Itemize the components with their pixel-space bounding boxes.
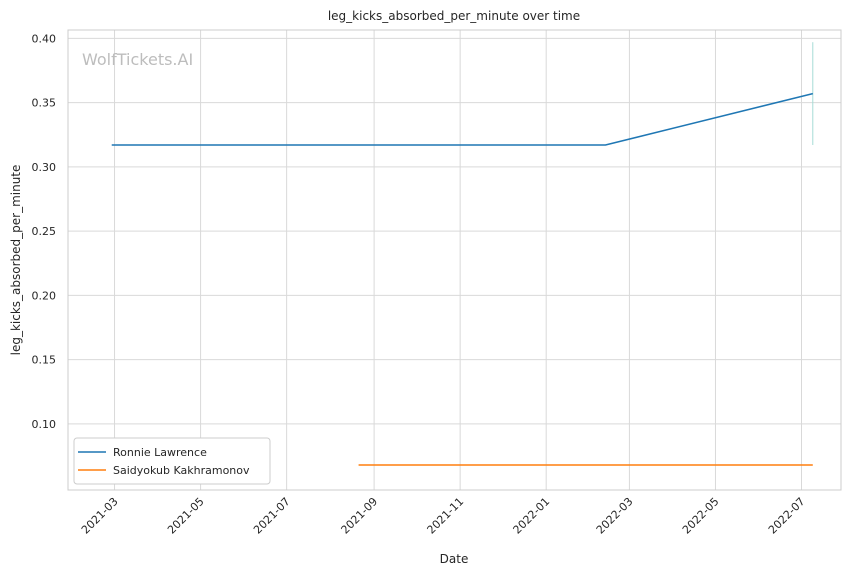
y-tick-label: 0.40 xyxy=(32,32,57,45)
x-tick-label: 2021-07 xyxy=(251,495,293,537)
y-tick-label: 0.20 xyxy=(32,289,57,302)
series-line-ronnie-lawrence xyxy=(111,92,813,146)
y-tick-label: 0.35 xyxy=(32,97,57,110)
series-layer xyxy=(111,42,814,466)
y-tick-label: 0.15 xyxy=(32,354,57,367)
x-tick-label: 2022-03 xyxy=(594,495,636,537)
y-axis-label: leg_kicks_absorbed_per_minute xyxy=(9,165,23,356)
x-tick-labels: 2021-03 2021-05 2021-07 2021-09 2021-11 2022-… xyxy=(79,495,808,537)
x-gridlines xyxy=(114,30,803,490)
x-tick-label: 2022-05 xyxy=(680,495,722,537)
y-gridlines xyxy=(68,37,841,425)
x-axis-label: Date xyxy=(440,552,469,566)
x-tick-label: 2022-01 xyxy=(511,495,553,537)
legend-box xyxy=(73,437,271,485)
plot-area xyxy=(68,30,841,490)
y-tick-label: 0.10 xyxy=(32,418,57,431)
chart-title: leg_kicks_absorbed_per_minute over time xyxy=(328,9,580,23)
x-tick-label: 2021-03 xyxy=(79,495,121,537)
y-tick-label: 0.25 xyxy=(32,225,57,238)
legend: Ronnie Lawrence Saidyokub Kakhramonov xyxy=(73,437,271,485)
y-tick-label: 0.30 xyxy=(32,161,57,174)
legend-label-saidyokub-kakhramonov: Saidyokub Kakhramonov xyxy=(113,464,250,477)
x-tick-label: 2021-11 xyxy=(425,495,467,537)
x-tick-label: 2022-07 xyxy=(766,495,808,537)
y-tick-labels: 0.10 0.15 0.20 0.25 0.30 0.35 0.40 xyxy=(32,32,57,430)
legend-label-ronnie-lawrence: Ronnie Lawrence xyxy=(113,446,207,459)
plot-frame xyxy=(67,29,842,491)
x-tick-label: 2021-09 xyxy=(339,495,381,537)
watermark: WolfTickets.AI xyxy=(82,50,193,69)
x-tick-label: 2021-05 xyxy=(165,495,207,537)
